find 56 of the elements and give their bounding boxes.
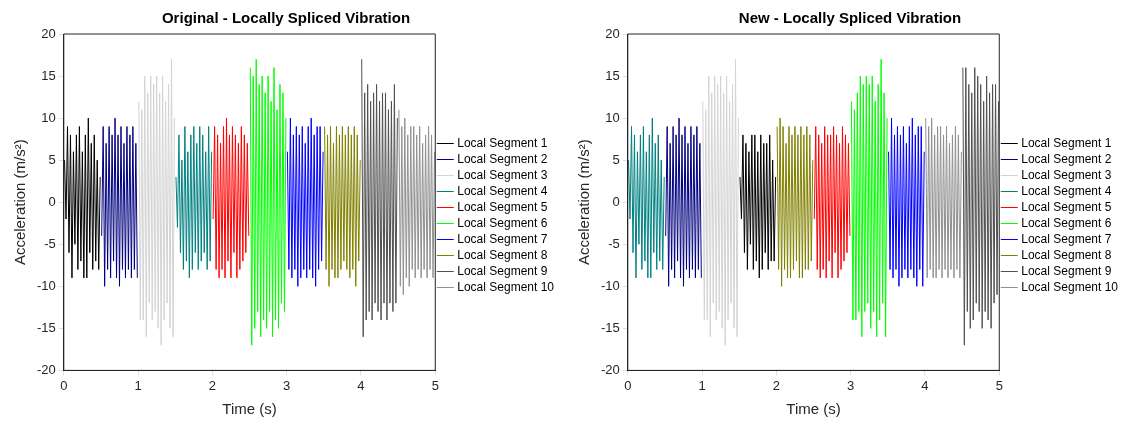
x-tick-label: 0 — [624, 377, 632, 393]
legend-label: Local Segment 2 — [457, 151, 548, 166]
x-axis-title: Time (s) — [786, 400, 841, 418]
legend-label: Local Segment 1 — [457, 135, 548, 150]
legend-label: Local Segment 2 — [1021, 151, 1112, 166]
y-tick-label: -5 — [608, 235, 620, 251]
x-tick-label: 4 — [357, 377, 365, 393]
legend-label: Local Segment 6 — [457, 215, 548, 230]
legend-label: Local Segment 9 — [457, 263, 548, 278]
y-tick-label: 0 — [48, 193, 56, 209]
legend-label: Local Segment 3 — [1021, 167, 1112, 182]
x-tick-label: 3 — [283, 377, 291, 393]
x-tick-label: 5 — [431, 377, 439, 393]
y-tick-label: -5 — [44, 235, 56, 251]
y-tick-label: 5 — [48, 151, 56, 167]
x-tick-label: 4 — [921, 377, 929, 393]
y-tick-label: 20 — [41, 25, 56, 41]
legend-label: Local Segment 3 — [457, 167, 548, 182]
x-tick-label: 3 — [847, 377, 855, 393]
x-tick-label: 2 — [208, 377, 216, 393]
legend-label: Local Segment 7 — [457, 231, 548, 246]
legend-label: Local Segment 8 — [1021, 247, 1112, 262]
y-tick-label: -10 — [36, 277, 56, 293]
legend-label: Local Segment 4 — [1021, 183, 1112, 198]
y-axis-title: Acceleration (m/s²) — [11, 139, 29, 266]
y-tick-label: 5 — [612, 151, 620, 167]
y-tick-label: -10 — [600, 277, 620, 293]
x-tick-label: 1 — [134, 377, 142, 393]
legend-label: Local Segment 6 — [1021, 215, 1112, 230]
y-tick-label: -20 — [36, 361, 56, 377]
legend-label: Local Segment 10 — [457, 279, 555, 294]
y-tick-label: 10 — [41, 109, 56, 125]
chart-title: Original - Locally Spliced Vibration — [161, 9, 411, 27]
x-tick-label: 5 — [995, 377, 1003, 393]
legend-label: Local Segment 5 — [1021, 199, 1112, 214]
y-axis-title: Acceleration (m/s²) — [575, 139, 593, 266]
chart-title: New - Locally Spliced Vibration — [738, 9, 962, 27]
legend-label: Local Segment 5 — [457, 199, 548, 214]
legend-label: Local Segment 7 — [1021, 231, 1112, 246]
y-tick-label: -15 — [600, 319, 620, 335]
y-tick-label: 15 — [41, 67, 56, 83]
x-axis-title: Time (s) — [222, 400, 277, 418]
legend-label: Local Segment 8 — [457, 247, 548, 262]
y-tick-label: -15 — [36, 319, 56, 335]
legend-label: Local Segment 10 — [1021, 279, 1119, 294]
legend-label: Local Segment 1 — [1021, 135, 1112, 150]
x-tick-label: 1 — [698, 377, 706, 393]
y-tick-label: -20 — [600, 361, 620, 377]
x-tick-label: 2 — [772, 377, 780, 393]
legend-label: Local Segment 4 — [457, 183, 548, 198]
y-tick-label: 0 — [612, 193, 620, 209]
legend-label: Local Segment 9 — [1021, 263, 1112, 278]
y-tick-label: 20 — [605, 25, 620, 41]
y-tick-label: 10 — [605, 109, 620, 125]
y-tick-label: 15 — [605, 67, 620, 83]
x-tick-label: 0 — [60, 377, 68, 393]
